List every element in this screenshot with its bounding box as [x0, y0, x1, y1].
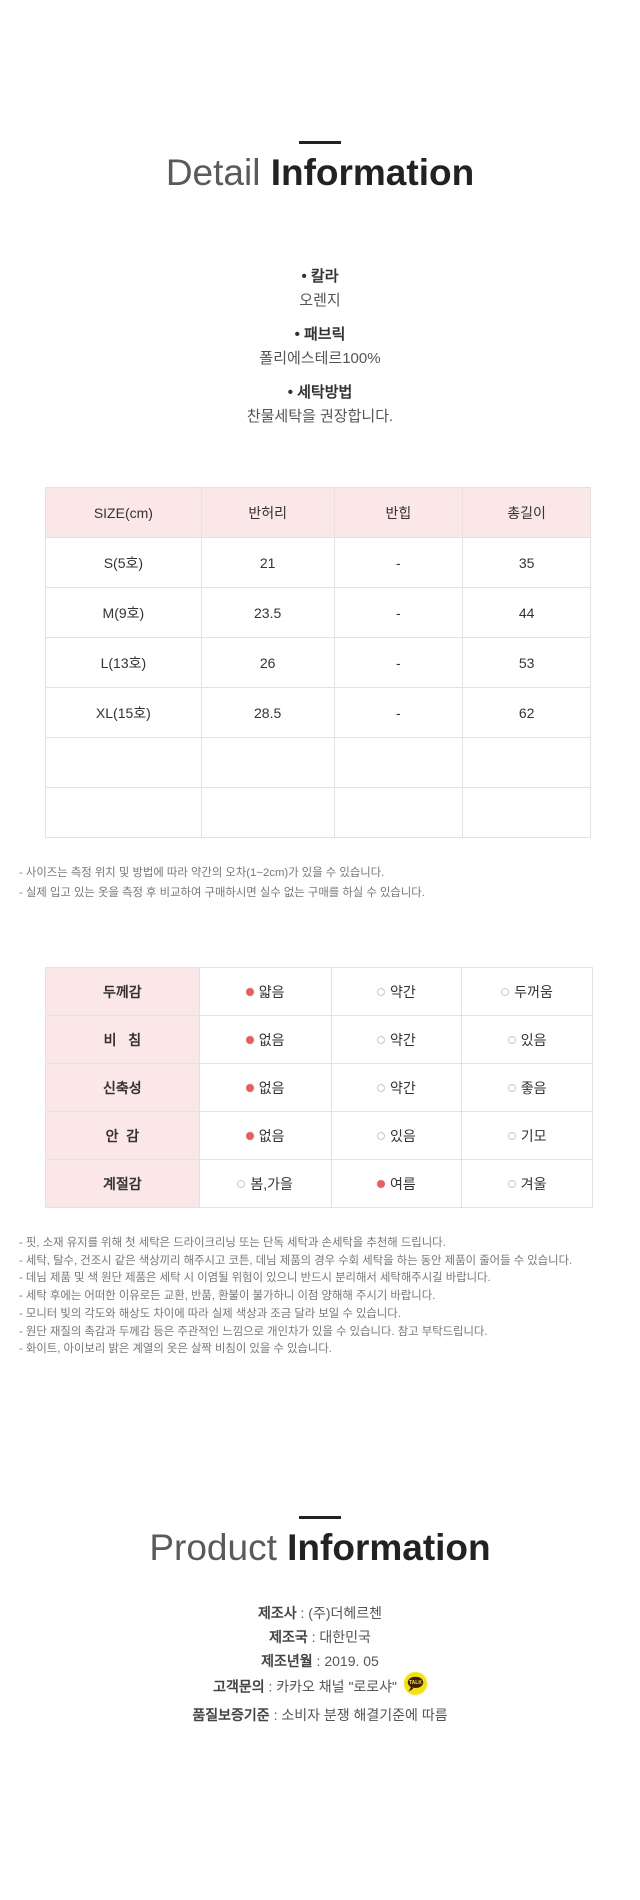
- svg-text:TALK: TALK: [409, 1680, 422, 1686]
